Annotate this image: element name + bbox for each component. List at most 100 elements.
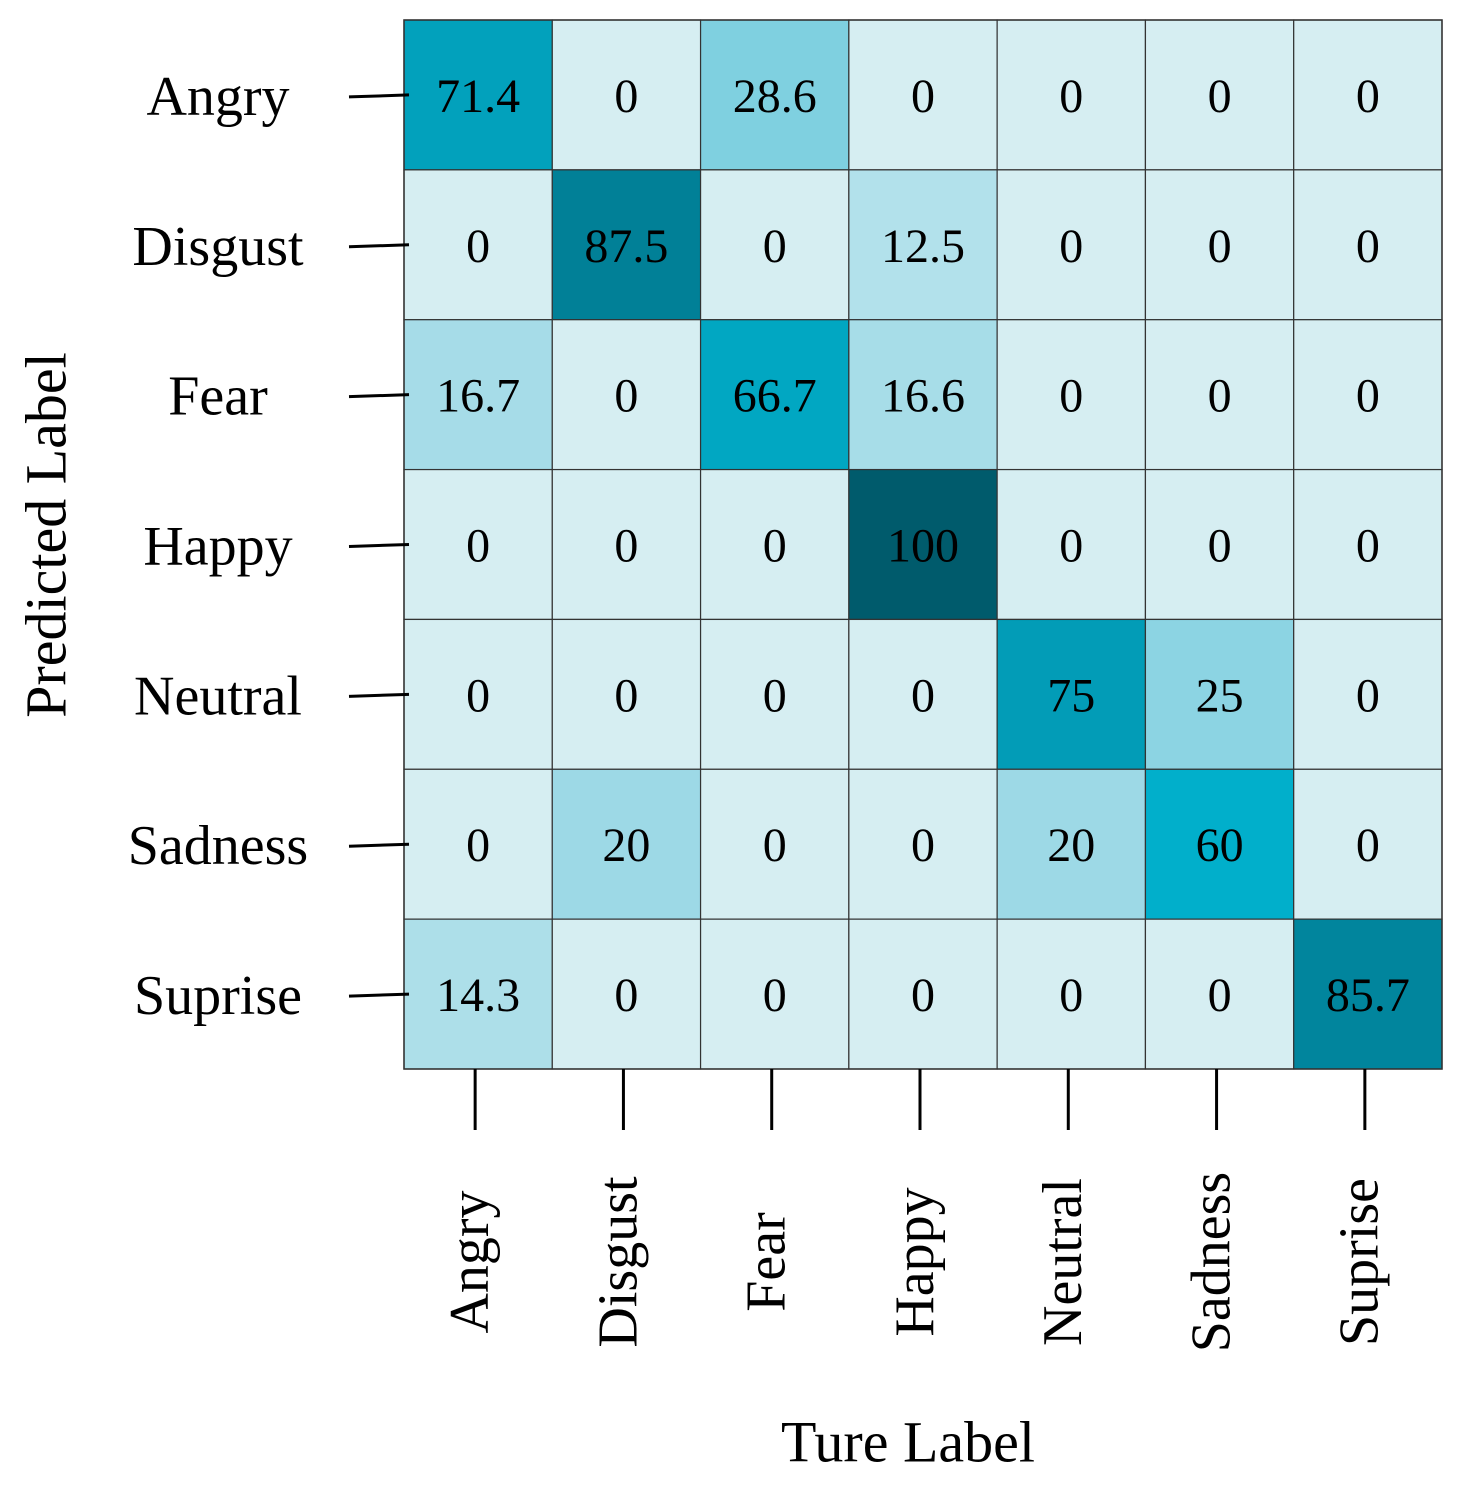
heatmap-cell [551,319,702,471]
heatmap-cell [1144,918,1295,1070]
cell-value-label: 0 [1059,969,1083,1022]
cell-value-label: 0 [763,969,787,1022]
heatmap-cell [996,169,1147,321]
cell-value-label: 0 [763,520,787,573]
cell-value-label: 100 [887,520,959,573]
cell-value-label: 0 [1208,220,1232,273]
cell-value-label: 0 [614,669,638,722]
heatmap-cell [551,468,702,621]
cell-value-label: 0 [1208,969,1232,1022]
cell-value-label: 0 [1356,520,1380,573]
heatmap-cell [699,319,850,471]
y-tick-mark [348,543,410,548]
cell-value-label: 71.4 [436,70,520,123]
heatmap-cell [1144,19,1295,171]
heatmap-cell [699,169,850,321]
x-tick-label: Fear [736,1212,798,1312]
heatmap-cell [1293,768,1443,920]
heatmap-cell [848,918,998,1070]
x-tick-label: Angry [439,1190,501,1333]
cell-value-label: 0 [466,669,490,722]
y-tick-label: Sadness [128,815,308,877]
y-tick-label: Disgust [132,216,304,278]
heatmap-cell [1293,468,1443,621]
heatmap-cell [996,319,1147,471]
y-tick-mark [348,93,410,99]
cell-value-label: 0 [1059,520,1083,573]
heatmap-cell [403,618,553,770]
x-tick-label: Sadness [1180,1172,1242,1352]
cell-value-label: 75 [1047,669,1095,722]
heatmap-cell [551,768,702,920]
y-tick-mark [348,842,410,848]
cell-value-label: 28.6 [733,70,817,123]
heatmap-cell [996,918,1147,1070]
heatmap-cell [403,19,553,171]
x-axis-title: Ture Label [781,1409,1035,1474]
cell-value-label: 0 [1356,220,1380,273]
heatmap-cell [848,319,998,471]
heatmap-cell [996,19,1147,171]
cell-value-label: 87.5 [584,220,668,273]
y-axis-title: Predicted Label [13,352,78,718]
x-tick-label: Suprise [1329,1178,1391,1346]
heatmap-cell [996,768,1147,920]
cell-value-label: 0 [911,819,935,872]
cell-value-label: 0 [466,819,490,872]
cell-value-label: 0 [1356,370,1380,423]
cell-value-label: 16.7 [436,370,520,423]
cell-value-label: 20 [1047,819,1095,872]
y-tick-label: Neutral [134,665,302,727]
y-tick-mark [348,692,410,698]
cell-value-label: 0 [614,370,638,423]
heatmap-cell [1293,618,1443,770]
heatmap-cell [403,319,553,471]
heatmap-cell [403,768,553,920]
heatmap-cell [1144,319,1295,471]
heatmap-cell [699,768,850,920]
cell-value-label: 0 [1356,819,1380,872]
cell-value-label: 0 [763,669,787,722]
cell-value-label: 20 [602,819,650,872]
cell-value-label: 0 [614,520,638,573]
heatmap-cell [848,468,998,621]
heatmap-cell [848,19,998,171]
cell-value-label: 0 [1059,220,1083,273]
heatmap-cell [403,918,553,1070]
cell-value-label: 16.6 [881,370,965,423]
cell-value-label: 0 [911,669,935,722]
cell-value-label: 0 [763,220,787,273]
cell-value-label: 85.7 [1326,969,1410,1022]
heatmap-cell [551,19,702,171]
x-tick-label: Disgust [587,1176,649,1348]
cell-value-label: 0 [911,70,935,123]
cell-value-label: 0 [911,969,935,1022]
cell-value-label: 0 [614,969,638,1022]
y-tick-label: Angry [146,66,289,128]
cell-value-label: 0 [614,70,638,123]
x-tick-label: Happy [884,1187,946,1336]
y-tick-label: Suprise [134,965,302,1027]
cell-value-label: 0 [1208,70,1232,123]
y-tick-label: Happy [143,516,292,578]
cell-value-label: 14.3 [436,969,520,1022]
heatmap-cell [1144,468,1295,621]
y-axis: Angry Disgust Fear Happy Neutral Sadness Supri… [128,66,410,1027]
y-tick-mark [348,393,410,399]
heatmap-cell [403,169,553,321]
heatmap-cell [403,468,553,621]
heatmap-cell-labels: 71.4 0 28.6 0 0 0 0 0 87.5 0 12.5 0 0 0 16.7 0 66.7 16.6 0… [436,70,1410,1022]
heatmap-cell [1293,169,1443,321]
x-axis: Angry Disgust Fear Happy Neutral Sadness Supri… [439,1069,1391,1352]
y-tick-label: Fear [168,366,268,428]
heatmap-cell [1293,319,1443,471]
cell-value-label: 12.5 [881,220,965,273]
cell-value-label: 0 [1356,669,1380,722]
cell-value-label: 0 [1208,370,1232,423]
heatmap-cell [699,618,850,770]
cell-value-label: 0 [763,819,787,872]
heatmap-cell [848,768,998,920]
y-tick-mark [348,243,410,249]
x-tick-label: Neutral [1032,1178,1094,1346]
